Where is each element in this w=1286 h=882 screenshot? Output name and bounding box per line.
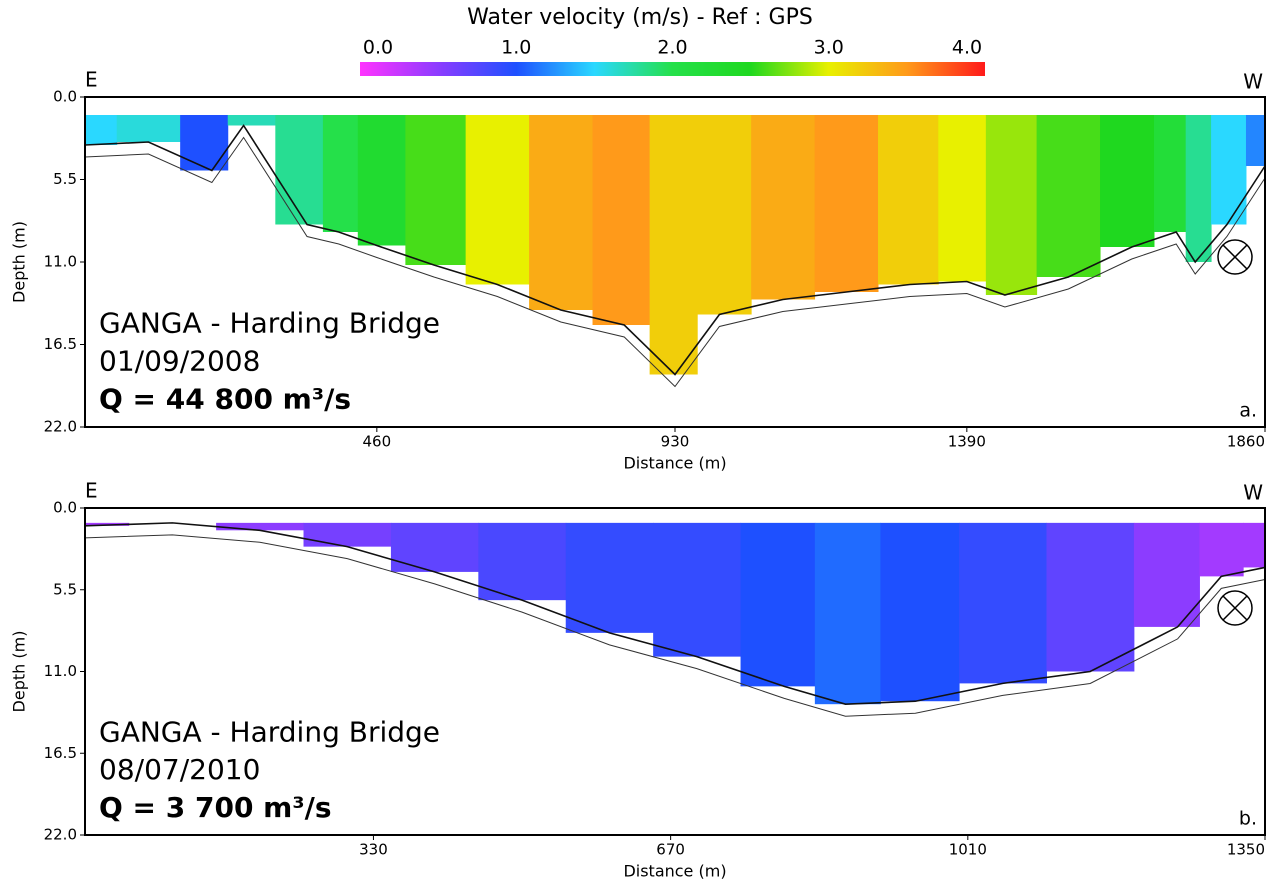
velocity-column: [405, 115, 467, 265]
velocity-column: [1243, 522, 1266, 568]
flow-direction: [1222, 595, 1248, 621]
y-tick-label: 5.5: [53, 170, 77, 188]
bed-profile-lower: [84, 136, 1266, 388]
velocity-column: [85, 115, 118, 145]
colorbar: [360, 62, 985, 76]
discharge-label: Q = 44 800 m³/s: [99, 383, 351, 416]
velocity-column: [938, 115, 987, 282]
velocity-column: [1100, 115, 1155, 247]
velocity-column: [322, 115, 359, 232]
velocity-column: [1036, 115, 1101, 277]
velocity-column: [814, 522, 881, 705]
velocity-column: [529, 115, 594, 310]
colorbar-tick-label: 2.0: [657, 37, 687, 59]
velocity-column: [216, 522, 305, 531]
bank-label: E: [85, 68, 98, 92]
section-panel: 0.0 5.5 11.0 16.5 22.0 330 670 1010 1350 Distance…: [10, 479, 1266, 881]
x-tick-label: 1860: [1227, 433, 1265, 451]
velocity-column: [1153, 115, 1187, 232]
x-tick-label: 460: [363, 433, 392, 451]
velocity-column: [592, 115, 651, 325]
bed-profile: [84, 522, 1266, 706]
velocity-column: [478, 522, 567, 601]
site-label: GANGA - Harding Bridge: [99, 716, 440, 749]
x-tick-label: 1350: [1227, 841, 1265, 859]
velocity-column: [878, 115, 939, 285]
colorbar-tick-label: 1.0: [501, 37, 531, 59]
y-tick-label: 16.5: [44, 335, 77, 353]
panel-label: b.: [1239, 808, 1257, 830]
colorbar-tick-label: 0.0: [363, 37, 393, 59]
y-axis-label: Depth (m): [10, 221, 29, 303]
y-tick-label: 22.0: [44, 826, 77, 844]
velocity-column: [357, 115, 406, 246]
velocity-column: [116, 115, 181, 142]
y-tick-label: 22.0: [44, 418, 77, 436]
velocity-column: [227, 115, 276, 126]
velocity-column: [649, 115, 698, 375]
velocity-column: [1133, 522, 1200, 627]
x-tick-label: 1390: [948, 433, 986, 451]
velocity-column: [390, 522, 479, 572]
x-axis-label: Distance (m): [623, 862, 726, 881]
velocity-column: [1046, 522, 1135, 672]
bank-label: E: [85, 479, 98, 503]
y-tick-label: 0.0: [53, 88, 77, 106]
panel-label: a.: [1239, 400, 1257, 422]
velocity-column: [565, 522, 654, 633]
y-tick-label: 11.0: [44, 253, 77, 271]
date-label: 01/09/2008: [99, 345, 260, 378]
bank-label: W: [1243, 481, 1263, 505]
velocity-column: [653, 522, 742, 657]
x-tick-label: 670: [656, 841, 685, 859]
x-tick-label: 930: [661, 433, 690, 451]
velocity-column: [275, 115, 324, 225]
y-tick-label: 16.5: [44, 744, 77, 762]
y-tick-label: 0.0: [53, 499, 77, 517]
velocity-column: [814, 115, 879, 292]
flow-direction: [1222, 244, 1248, 270]
velocity-column: [1185, 115, 1212, 262]
bank-label: W: [1243, 70, 1263, 94]
bed-profile: [84, 124, 1266, 376]
velocity-column: [880, 522, 960, 702]
colorbar-tick-label: 3.0: [814, 37, 844, 59]
y-tick-label: 11.0: [44, 662, 77, 680]
colorbar-tick-label: 4.0: [952, 37, 982, 59]
velocity-column: [1199, 522, 1244, 577]
velocity-column: [1211, 115, 1247, 225]
site-label: GANGA - Harding Bridge: [99, 307, 440, 340]
velocity-column: [303, 522, 392, 547]
discharge-label: Q = 3 700 m³/s: [99, 791, 332, 824]
velocity-column: [985, 115, 1038, 295]
velocity-column: [1245, 115, 1266, 166]
velocity-column: [751, 115, 816, 300]
x-tick-label: 1010: [949, 841, 987, 859]
section-panel: 0.0 5.5 11.0 16.5 22.0 460 930 1390 1860 Distance…: [10, 68, 1266, 473]
date-label: 08/07/2010: [99, 753, 260, 786]
velocity-column: [465, 115, 530, 285]
x-tick-label: 330: [359, 841, 388, 859]
velocity-column: [180, 115, 229, 171]
x-axis-label: Distance (m): [623, 454, 726, 473]
velocity-column: [697, 115, 752, 315]
y-tick-label: 5.5: [53, 580, 77, 598]
bed-profile-lower: [84, 534, 1266, 717]
velocity-column: [740, 522, 816, 687]
y-axis-label: Depth (m): [10, 631, 29, 713]
colorbar-title: Water velocity (m/s) - Ref : GPS: [467, 5, 813, 30]
velocity-column: [959, 522, 1047, 684]
